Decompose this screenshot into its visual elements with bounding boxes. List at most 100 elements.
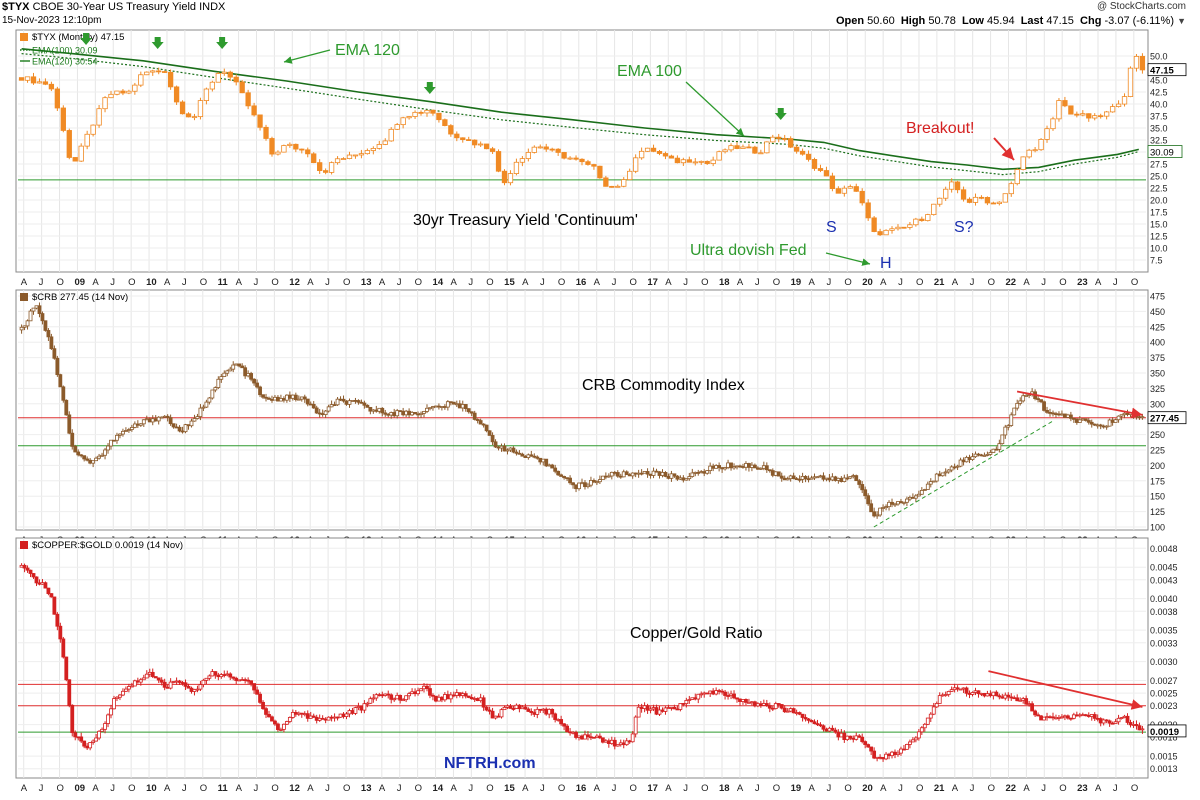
x-tick-label: A bbox=[809, 277, 816, 288]
candle-body bbox=[389, 694, 394, 700]
candle-body bbox=[1051, 716, 1055, 719]
candle-body bbox=[439, 696, 444, 701]
candle-body bbox=[1107, 419, 1112, 427]
candle-body bbox=[666, 707, 671, 709]
candle-body bbox=[317, 717, 322, 721]
candle-body bbox=[487, 709, 492, 712]
candle-body bbox=[738, 465, 742, 468]
candle-body bbox=[46, 330, 51, 338]
candle-body bbox=[141, 677, 146, 681]
candle-body bbox=[67, 414, 72, 434]
candle-body bbox=[678, 703, 683, 710]
candle-body bbox=[489, 148, 496, 152]
chevron-down-icon[interactable]: ▼ bbox=[1177, 16, 1186, 26]
candle-body bbox=[699, 471, 704, 473]
candle-body bbox=[595, 735, 599, 738]
candle-body bbox=[842, 732, 847, 740]
candle-body bbox=[913, 495, 918, 499]
candle-body bbox=[910, 739, 915, 743]
candle-body bbox=[70, 432, 75, 447]
candle-body bbox=[1140, 416, 1145, 419]
candle-body bbox=[144, 418, 149, 421]
candle-body bbox=[210, 389, 215, 399]
candle-body bbox=[58, 374, 63, 388]
candle-body bbox=[85, 745, 90, 749]
candle-body bbox=[103, 449, 107, 456]
x-tick-label: 15 bbox=[504, 277, 515, 288]
candle-body bbox=[702, 471, 707, 474]
ema120-line bbox=[21, 48, 1139, 171]
candle-body bbox=[937, 695, 942, 704]
candle-body bbox=[865, 202, 871, 219]
candle-body bbox=[162, 415, 167, 418]
candle-body bbox=[663, 707, 668, 712]
candle-body bbox=[201, 679, 206, 685]
candle-body bbox=[633, 472, 638, 475]
candle-body bbox=[84, 133, 90, 147]
candle-body bbox=[636, 472, 641, 475]
candle-body bbox=[118, 694, 122, 698]
candle-body bbox=[40, 582, 45, 585]
candle-body bbox=[794, 478, 799, 481]
candle-body bbox=[967, 692, 972, 695]
candle-body bbox=[314, 716, 319, 721]
candle-body bbox=[866, 744, 871, 748]
candle-body bbox=[651, 707, 656, 710]
candle-body bbox=[401, 699, 406, 702]
candle-body bbox=[657, 471, 662, 476]
candle-body bbox=[281, 145, 287, 153]
y-tick-label: 40.0 bbox=[1150, 100, 1168, 110]
candle-body bbox=[776, 703, 781, 705]
chg-value: -3.07 (-6.11%) bbox=[1104, 15, 1175, 27]
candle-body bbox=[171, 423, 176, 428]
candle-body bbox=[776, 136, 782, 139]
candle-body bbox=[991, 691, 996, 697]
candle-body bbox=[893, 503, 897, 506]
candle-body bbox=[729, 693, 733, 696]
last-value-label: 0.0019 bbox=[1150, 727, 1179, 738]
x-tick-label: A bbox=[379, 277, 386, 288]
candle-body bbox=[61, 386, 66, 401]
candle-body bbox=[902, 748, 906, 751]
candle-body bbox=[326, 406, 331, 412]
candle-body bbox=[416, 413, 420, 416]
candle-body bbox=[284, 721, 289, 725]
x-tick-label: O bbox=[128, 783, 135, 794]
x-tick-label: J bbox=[826, 783, 831, 794]
candle-body bbox=[434, 405, 438, 408]
candle-body bbox=[204, 677, 209, 681]
candle-body bbox=[359, 706, 364, 711]
candle-body bbox=[159, 416, 164, 419]
candle-body bbox=[1071, 417, 1076, 420]
candle-body bbox=[571, 731, 575, 734]
annotation-copper-gold-title: Copper/Gold Ratio bbox=[630, 625, 763, 642]
candle-body bbox=[1121, 96, 1128, 105]
candle-body bbox=[555, 148, 561, 153]
candle-body bbox=[394, 124, 400, 130]
candle-body bbox=[523, 455, 528, 459]
y-tick-label: 42.5 bbox=[1150, 88, 1168, 98]
candle-body bbox=[984, 197, 991, 204]
candle-body bbox=[377, 694, 382, 697]
candle-body bbox=[905, 744, 909, 750]
candle-body bbox=[425, 407, 429, 412]
candle-body bbox=[1101, 719, 1106, 724]
high-value: 50.78 bbox=[928, 15, 956, 27]
x-tick-label: 16 bbox=[576, 277, 587, 288]
candle-body bbox=[708, 465, 713, 471]
candle-body bbox=[328, 162, 335, 173]
candle-body bbox=[654, 707, 659, 715]
candle-body bbox=[890, 751, 894, 757]
candle-body bbox=[255, 689, 259, 695]
candle-body bbox=[505, 705, 510, 708]
x-tick-label: J bbox=[397, 277, 402, 288]
candle-body bbox=[609, 739, 614, 744]
candle-body bbox=[457, 692, 462, 696]
x-tick-label: A bbox=[594, 277, 601, 288]
candle-body bbox=[624, 471, 629, 475]
down-arrow-marker bbox=[774, 108, 787, 120]
candle-body bbox=[263, 126, 269, 139]
down-arrow-marker bbox=[216, 37, 229, 49]
candle-body bbox=[279, 728, 283, 731]
candle-body bbox=[1134, 724, 1139, 727]
